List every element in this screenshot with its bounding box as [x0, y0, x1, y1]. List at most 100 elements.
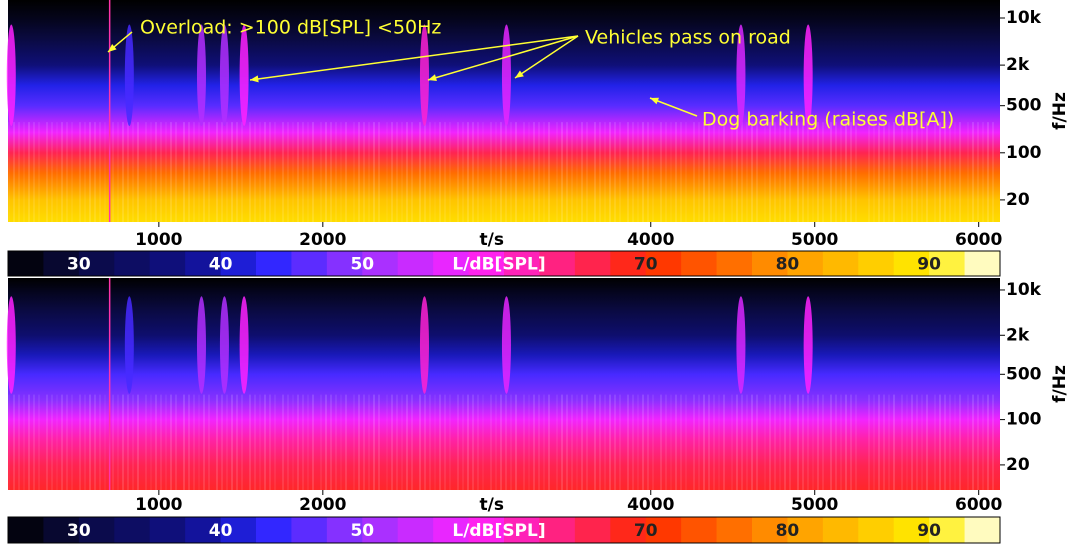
- arrow-head: [515, 70, 524, 78]
- texture: [264, 394, 266, 490]
- texture: [216, 394, 218, 490]
- texture: [472, 122, 474, 222]
- colorbar-step: [858, 517, 895, 543]
- texture: [845, 394, 847, 490]
- texture: [675, 122, 677, 222]
- texture: [967, 394, 969, 490]
- vehicle-peak: [219, 24, 229, 126]
- texture: [764, 394, 766, 490]
- texture: [741, 122, 743, 222]
- texture: [94, 394, 96, 490]
- annotation-arrow: [427, 35, 579, 81]
- colorbar-step: [539, 517, 576, 543]
- texture: [703, 122, 705, 222]
- x-tick-label: 1000: [135, 230, 182, 250]
- texture: [84, 122, 86, 222]
- texture: [855, 122, 857, 222]
- x-tick-label: 6000: [955, 495, 1002, 515]
- vehicle-peak: [239, 296, 249, 394]
- texture: [325, 394, 327, 490]
- texture: [779, 122, 781, 222]
- texture: [444, 394, 446, 490]
- texture: [490, 122, 492, 222]
- texture: [741, 394, 743, 490]
- texture: [150, 394, 152, 490]
- texture: [916, 394, 918, 490]
- vehicle-peak: [196, 24, 206, 126]
- texture: [386, 394, 388, 490]
- texture: [850, 394, 852, 490]
- texture: [28, 394, 30, 490]
- colorbar-step: [468, 517, 505, 543]
- texture: [482, 394, 484, 490]
- colorbar-step: [681, 251, 718, 276]
- colorbar-step: [929, 251, 966, 276]
- texture: [292, 394, 294, 490]
- x-axis-label: t/s: [480, 230, 504, 250]
- texture: [939, 122, 941, 222]
- texture: [756, 122, 758, 222]
- texture: [391, 394, 393, 490]
- colorbar-step: [645, 517, 682, 543]
- texture: [944, 122, 946, 222]
- y-tick-label: 10k: [1006, 280, 1042, 300]
- colorbar-step: [78, 251, 115, 276]
- texture: [368, 394, 370, 490]
- texture: [548, 122, 550, 222]
- texture: [533, 122, 535, 222]
- texture: [647, 394, 649, 490]
- texture: [320, 122, 322, 222]
- texture: [906, 122, 908, 222]
- texture: [462, 122, 464, 222]
- texture: [576, 122, 578, 222]
- texture: [812, 122, 814, 222]
- texture: [698, 394, 700, 490]
- colorbar-step: [893, 251, 930, 276]
- texture: [921, 122, 923, 222]
- texture: [411, 122, 413, 222]
- texture: [302, 122, 304, 222]
- vehicle-peak: [124, 296, 134, 394]
- texture: [340, 394, 342, 490]
- colorbar-tick-label: 70: [634, 521, 658, 541]
- colorbar-tick-label: 80: [776, 521, 800, 541]
- colorbar-step: [752, 517, 788, 543]
- y-tick-label: 10k: [1006, 8, 1042, 28]
- colorbar-tick-label: 50: [350, 255, 374, 275]
- texture: [155, 122, 157, 222]
- texture: [594, 122, 596, 222]
- y-tick-label: 100: [1006, 143, 1042, 163]
- texture: [581, 394, 583, 490]
- texture: [183, 394, 185, 490]
- colorbar-step: [610, 517, 647, 543]
- colorbar-step: [185, 517, 222, 543]
- texture: [373, 394, 375, 490]
- x-tick-label: 2000: [299, 495, 346, 515]
- texture: [500, 394, 502, 490]
- colorbar-step: [433, 517, 470, 543]
- texture: [939, 394, 941, 490]
- texture: [358, 394, 360, 490]
- texture: [330, 394, 332, 490]
- texture: [386, 122, 388, 222]
- texture: [99, 394, 101, 490]
- y-tick-label: 100: [1006, 410, 1042, 430]
- colorbar-step: [929, 517, 966, 543]
- texture: [675, 394, 677, 490]
- texture: [830, 122, 832, 222]
- texture: [401, 394, 403, 490]
- texture: [586, 394, 588, 490]
- colorbar-step: [256, 517, 292, 543]
- texture: [183, 122, 185, 222]
- texture: [434, 394, 436, 490]
- texture: [373, 122, 375, 222]
- vehicle-peak: [501, 24, 511, 126]
- texture: [723, 122, 725, 222]
- texture: [713, 122, 715, 222]
- texture: [599, 394, 601, 490]
- colorbar-step: [220, 517, 257, 543]
- texture: [457, 394, 459, 490]
- texture: [774, 394, 776, 490]
- texture: [145, 394, 147, 490]
- texture: [934, 122, 936, 222]
